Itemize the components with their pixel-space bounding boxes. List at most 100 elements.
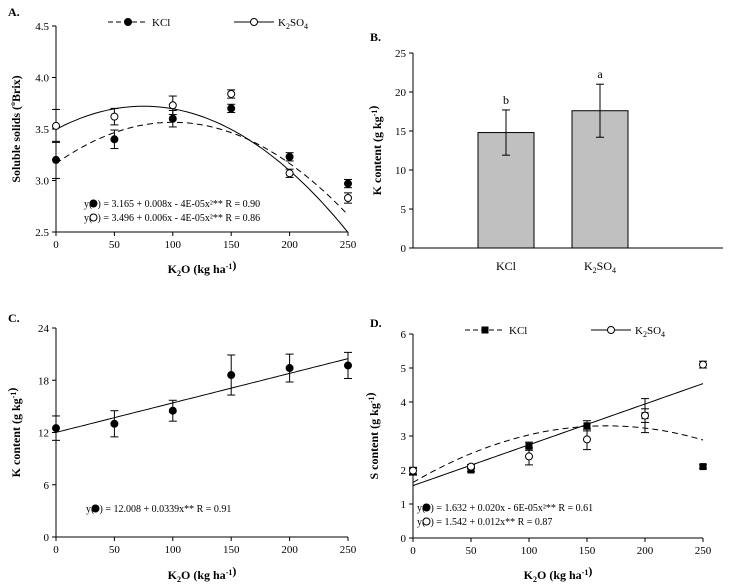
y-axis-label: K content (g kg-1) (366, 106, 384, 196)
data-point-series (344, 361, 352, 370)
x-tick-label: 150 (579, 545, 596, 557)
label-text: S content (g (367, 416, 381, 480)
equation-prefix: y( (84, 199, 93, 210)
y-axis-label: S content (g kg-1) (363, 392, 381, 479)
panel-b: B. 0 5 10 15 20 25 K content (g kg-1) b KCl a K2SO4 (366, 30, 723, 275)
label-text: ) (5, 388, 19, 392)
significance-letter: a (597, 67, 603, 81)
legend-label: K2SO4 (635, 325, 665, 339)
label-subscript: 4 (612, 266, 616, 275)
fit-line-KCl (412, 425, 704, 483)
equation-text: ) = 3.165 + 0.008x - 4E-05x²** R = 0.90 (98, 199, 261, 210)
data-point-K2SO4 (467, 462, 475, 471)
panel-a: A. 2.5 3.0 3.5 4.0 4.5 0 50 100 150 200 250 K2O (kg … (8, 5, 357, 278)
label-text: O (181, 568, 190, 582)
y-tick-label: 2.5 (35, 227, 49, 239)
fit-line-series (55, 358, 349, 433)
label-text: Soluble solids (ºBrix) (9, 75, 23, 182)
x-tick-label: 0 (53, 239, 59, 251)
label-subscript: 4 (304, 22, 308, 31)
label-subscript: 2 (593, 266, 597, 275)
y-tick-label: 6 (44, 480, 50, 492)
x-tick-label: 200 (281, 544, 298, 556)
label-subscript: 4 (661, 330, 665, 339)
equation-text: ) = 3.496 + 0.006x - 4E-05x²** R = 0.86 (98, 213, 261, 224)
x-tick-label: 50 (109, 544, 121, 556)
y-tick-label: 1 (401, 499, 407, 511)
y-tick-label: 20 (395, 87, 407, 99)
label-text: O (537, 568, 546, 582)
y-tick-label: 4.5 (35, 21, 49, 33)
equation-text: ) = 1.542 + 0.012x** R = 0.87 (431, 517, 553, 528)
data-point-K2SO4 (168, 101, 177, 110)
label-text: ha (569, 568, 582, 582)
y-tick-label: 5 (401, 363, 407, 375)
y-tick-label: 4.0 (35, 73, 49, 85)
label-text: KCl (152, 17, 170, 29)
legend-marker (124, 18, 132, 26)
equation-symbol (91, 504, 100, 513)
x-tick-label: 150 (223, 544, 240, 556)
label-text: K content (g (9, 411, 23, 477)
fit-line-K2SO4 (412, 383, 704, 487)
equation-symbol (89, 213, 98, 222)
equation-symbol (89, 199, 98, 208)
label-text: O (181, 262, 190, 276)
x-tick-label: 100 (165, 544, 182, 556)
equation-text: ) = 1.632 + 0.020x - 6E-05x²** R = 0.61 (431, 503, 594, 514)
legend-marker (481, 326, 489, 334)
fit-line-KCl (55, 121, 349, 216)
equation-symbol (422, 503, 431, 512)
data-point-K2SO4 (699, 360, 707, 369)
y-tick-label: 24 (38, 323, 50, 335)
y-tick-label: 5 (401, 204, 407, 216)
label-superscript: -1 (367, 396, 376, 403)
label-text: kg (367, 403, 381, 416)
legend-label: K2SO4 (278, 17, 308, 31)
data-point-series (110, 419, 119, 428)
label-text: SO (647, 325, 661, 337)
data-point-series (285, 364, 294, 373)
label-text: ha (213, 262, 226, 276)
data-point-K2SO4 (525, 452, 533, 461)
data-point-KCl (227, 104, 236, 113)
panel-label: B. (370, 30, 381, 44)
data-point-K2SO4 (641, 411, 649, 420)
label-text: ) (363, 392, 377, 396)
x-tick-label: 150 (223, 239, 240, 251)
equation-prefix: y( (84, 213, 93, 224)
data-point-K2SO4 (285, 169, 294, 178)
y-axis-label: Soluble solids (ºBrix) (9, 75, 23, 182)
x-tick-label: 200 (637, 545, 654, 557)
label-superscript: -1 (9, 392, 18, 399)
y-tick-label: 15 (395, 126, 407, 138)
significance-letter: b (503, 93, 509, 107)
label-text: ) (366, 106, 380, 110)
label-text: (kg (546, 568, 569, 582)
label-subscript: 2 (286, 22, 290, 31)
y-tick-label: 3.5 (35, 124, 49, 136)
data-point-series (227, 371, 236, 380)
panel-label: A. (8, 5, 20, 19)
label-text: KCl (509, 325, 527, 337)
data-point-KCl (110, 135, 119, 144)
label-superscript: -1 (226, 262, 233, 271)
data-point-series (52, 424, 60, 433)
data-point-KCl (168, 114, 177, 123)
label-text: SO (290, 17, 304, 29)
label-text: K (524, 568, 534, 582)
label-text: ) (588, 564, 592, 578)
label-text: ) (232, 258, 236, 272)
label-subscript: 2 (177, 269, 181, 278)
y-tick-label: 18 (38, 375, 50, 387)
x-tick-label: 100 (521, 545, 538, 557)
legend-label: KCl (509, 325, 527, 337)
x-tick-label: 100 (165, 239, 182, 251)
label-text: (kg (190, 262, 213, 276)
data-point-K2SO4 (409, 466, 417, 475)
data-point-series (168, 406, 177, 415)
x-tick-label: 200 (281, 239, 298, 251)
